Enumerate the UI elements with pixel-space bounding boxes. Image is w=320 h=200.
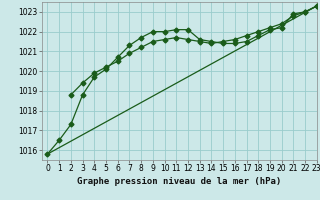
X-axis label: Graphe pression niveau de la mer (hPa): Graphe pression niveau de la mer (hPa): [77, 177, 281, 186]
